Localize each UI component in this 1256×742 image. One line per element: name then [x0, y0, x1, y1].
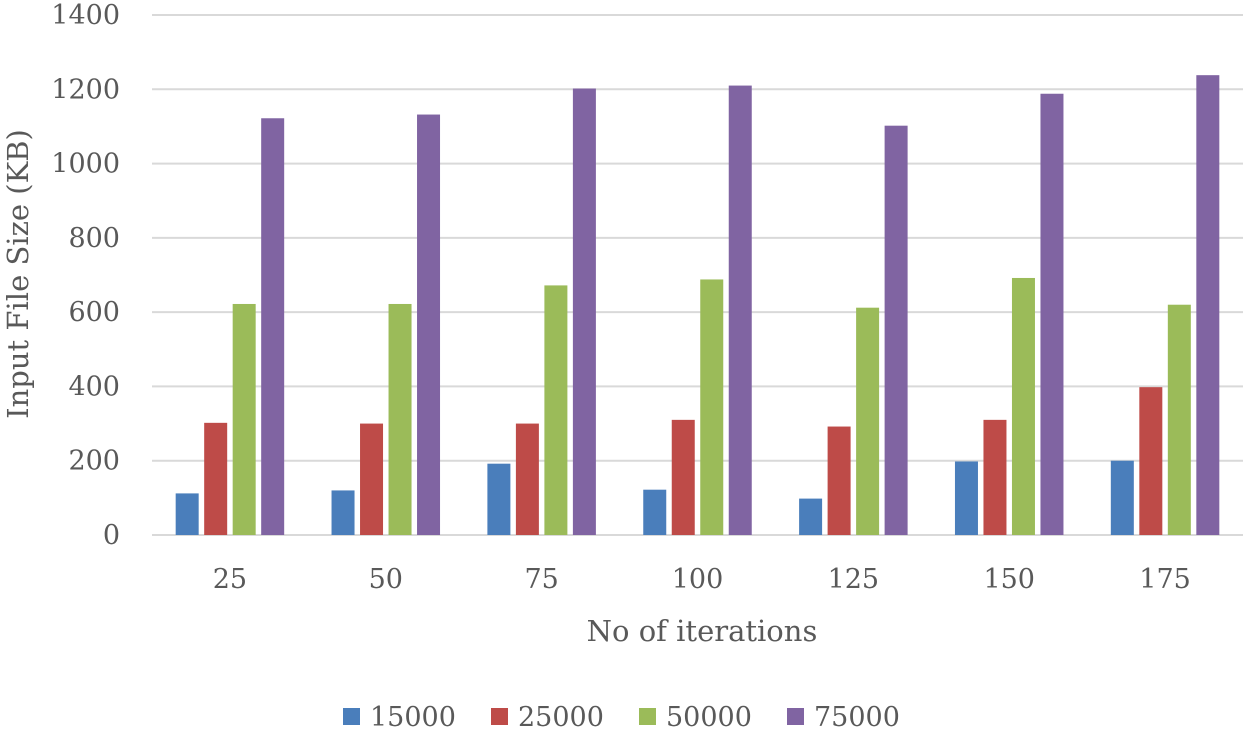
bar-50000-50 — [388, 303, 412, 535]
bar-15000-100 — [643, 489, 667, 535]
bar-50000-125 — [856, 307, 880, 535]
bar-25000-125 — [827, 426, 851, 535]
y-tick-label: 400 — [68, 371, 120, 402]
bar-15000-150 — [954, 461, 978, 535]
x-axis-ticks: 25 50 75 100 125 150 175 — [213, 564, 1191, 595]
bars — [175, 75, 1220, 536]
bar-15000-50 — [331, 490, 355, 535]
y-axis-title: Input File Size (KB) — [1, 129, 35, 419]
legend-item-15000: 15000 — [343, 702, 456, 733]
x-tick-label: 100 — [672, 564, 724, 595]
x-tick-label: 75 — [524, 564, 558, 595]
legend-item-50000: 50000 — [639, 702, 752, 733]
bar-50000-150 — [1011, 277, 1035, 535]
x-tick-label: 50 — [369, 564, 403, 595]
bar-50000-25 — [232, 303, 256, 535]
bar-75000-50 — [417, 114, 441, 536]
bar-25000-50 — [360, 423, 384, 535]
legend-swatch — [343, 708, 360, 725]
legend-label: 75000 — [814, 702, 900, 733]
bar-75000-150 — [1040, 93, 1064, 535]
y-tick-label: 600 — [68, 297, 120, 328]
x-tick-label: 25 — [213, 564, 247, 595]
bar-75000-100 — [728, 85, 752, 536]
legend-swatch — [491, 708, 508, 725]
bar-25000-25 — [204, 422, 228, 535]
y-tick-label: 200 — [68, 446, 120, 477]
bar-15000-75 — [487, 463, 511, 535]
legend-label: 15000 — [370, 702, 456, 733]
bar-50000-100 — [700, 279, 724, 535]
bar-75000-25 — [261, 118, 285, 535]
legend-label: 50000 — [666, 702, 752, 733]
y-tick-label: 1200 — [51, 74, 120, 105]
y-tick-label: 0 — [103, 520, 120, 551]
bar-15000-175 — [1110, 460, 1134, 535]
x-tick-label: 125 — [828, 564, 880, 595]
legend-item-75000: 75000 — [787, 702, 900, 733]
x-tick-label: 150 — [983, 564, 1035, 595]
bar-15000-125 — [799, 498, 823, 535]
y-tick-label: 1000 — [51, 149, 120, 180]
legend-label: 25000 — [518, 702, 604, 733]
x-tick-label: 175 — [1139, 564, 1191, 595]
bar-25000-175 — [1139, 387, 1163, 535]
bar-50000-175 — [1167, 304, 1191, 535]
legend-swatch — [639, 708, 656, 725]
bar-25000-150 — [983, 419, 1007, 535]
y-tick-label: 1400 — [51, 0, 120, 31]
bar-25000-100 — [671, 419, 695, 535]
legend: 15000 25000 50000 75000 — [343, 702, 900, 733]
bar-75000-75 — [572, 88, 596, 536]
bar-75000-175 — [1196, 75, 1220, 536]
bar-50000-75 — [544, 285, 568, 535]
legend-swatch — [787, 708, 804, 725]
bar-15000-25 — [175, 493, 199, 535]
x-axis-title: No of iterations — [587, 614, 818, 648]
bar-75000-125 — [884, 125, 908, 535]
legend-item-25000: 25000 — [491, 702, 604, 733]
y-axis-ticks: 0 200 400 600 800 1000 1200 1400 — [51, 0, 120, 551]
y-tick-label: 800 — [68, 223, 120, 254]
bar-25000-75 — [515, 423, 539, 535]
gridlines — [152, 14, 1243, 536]
